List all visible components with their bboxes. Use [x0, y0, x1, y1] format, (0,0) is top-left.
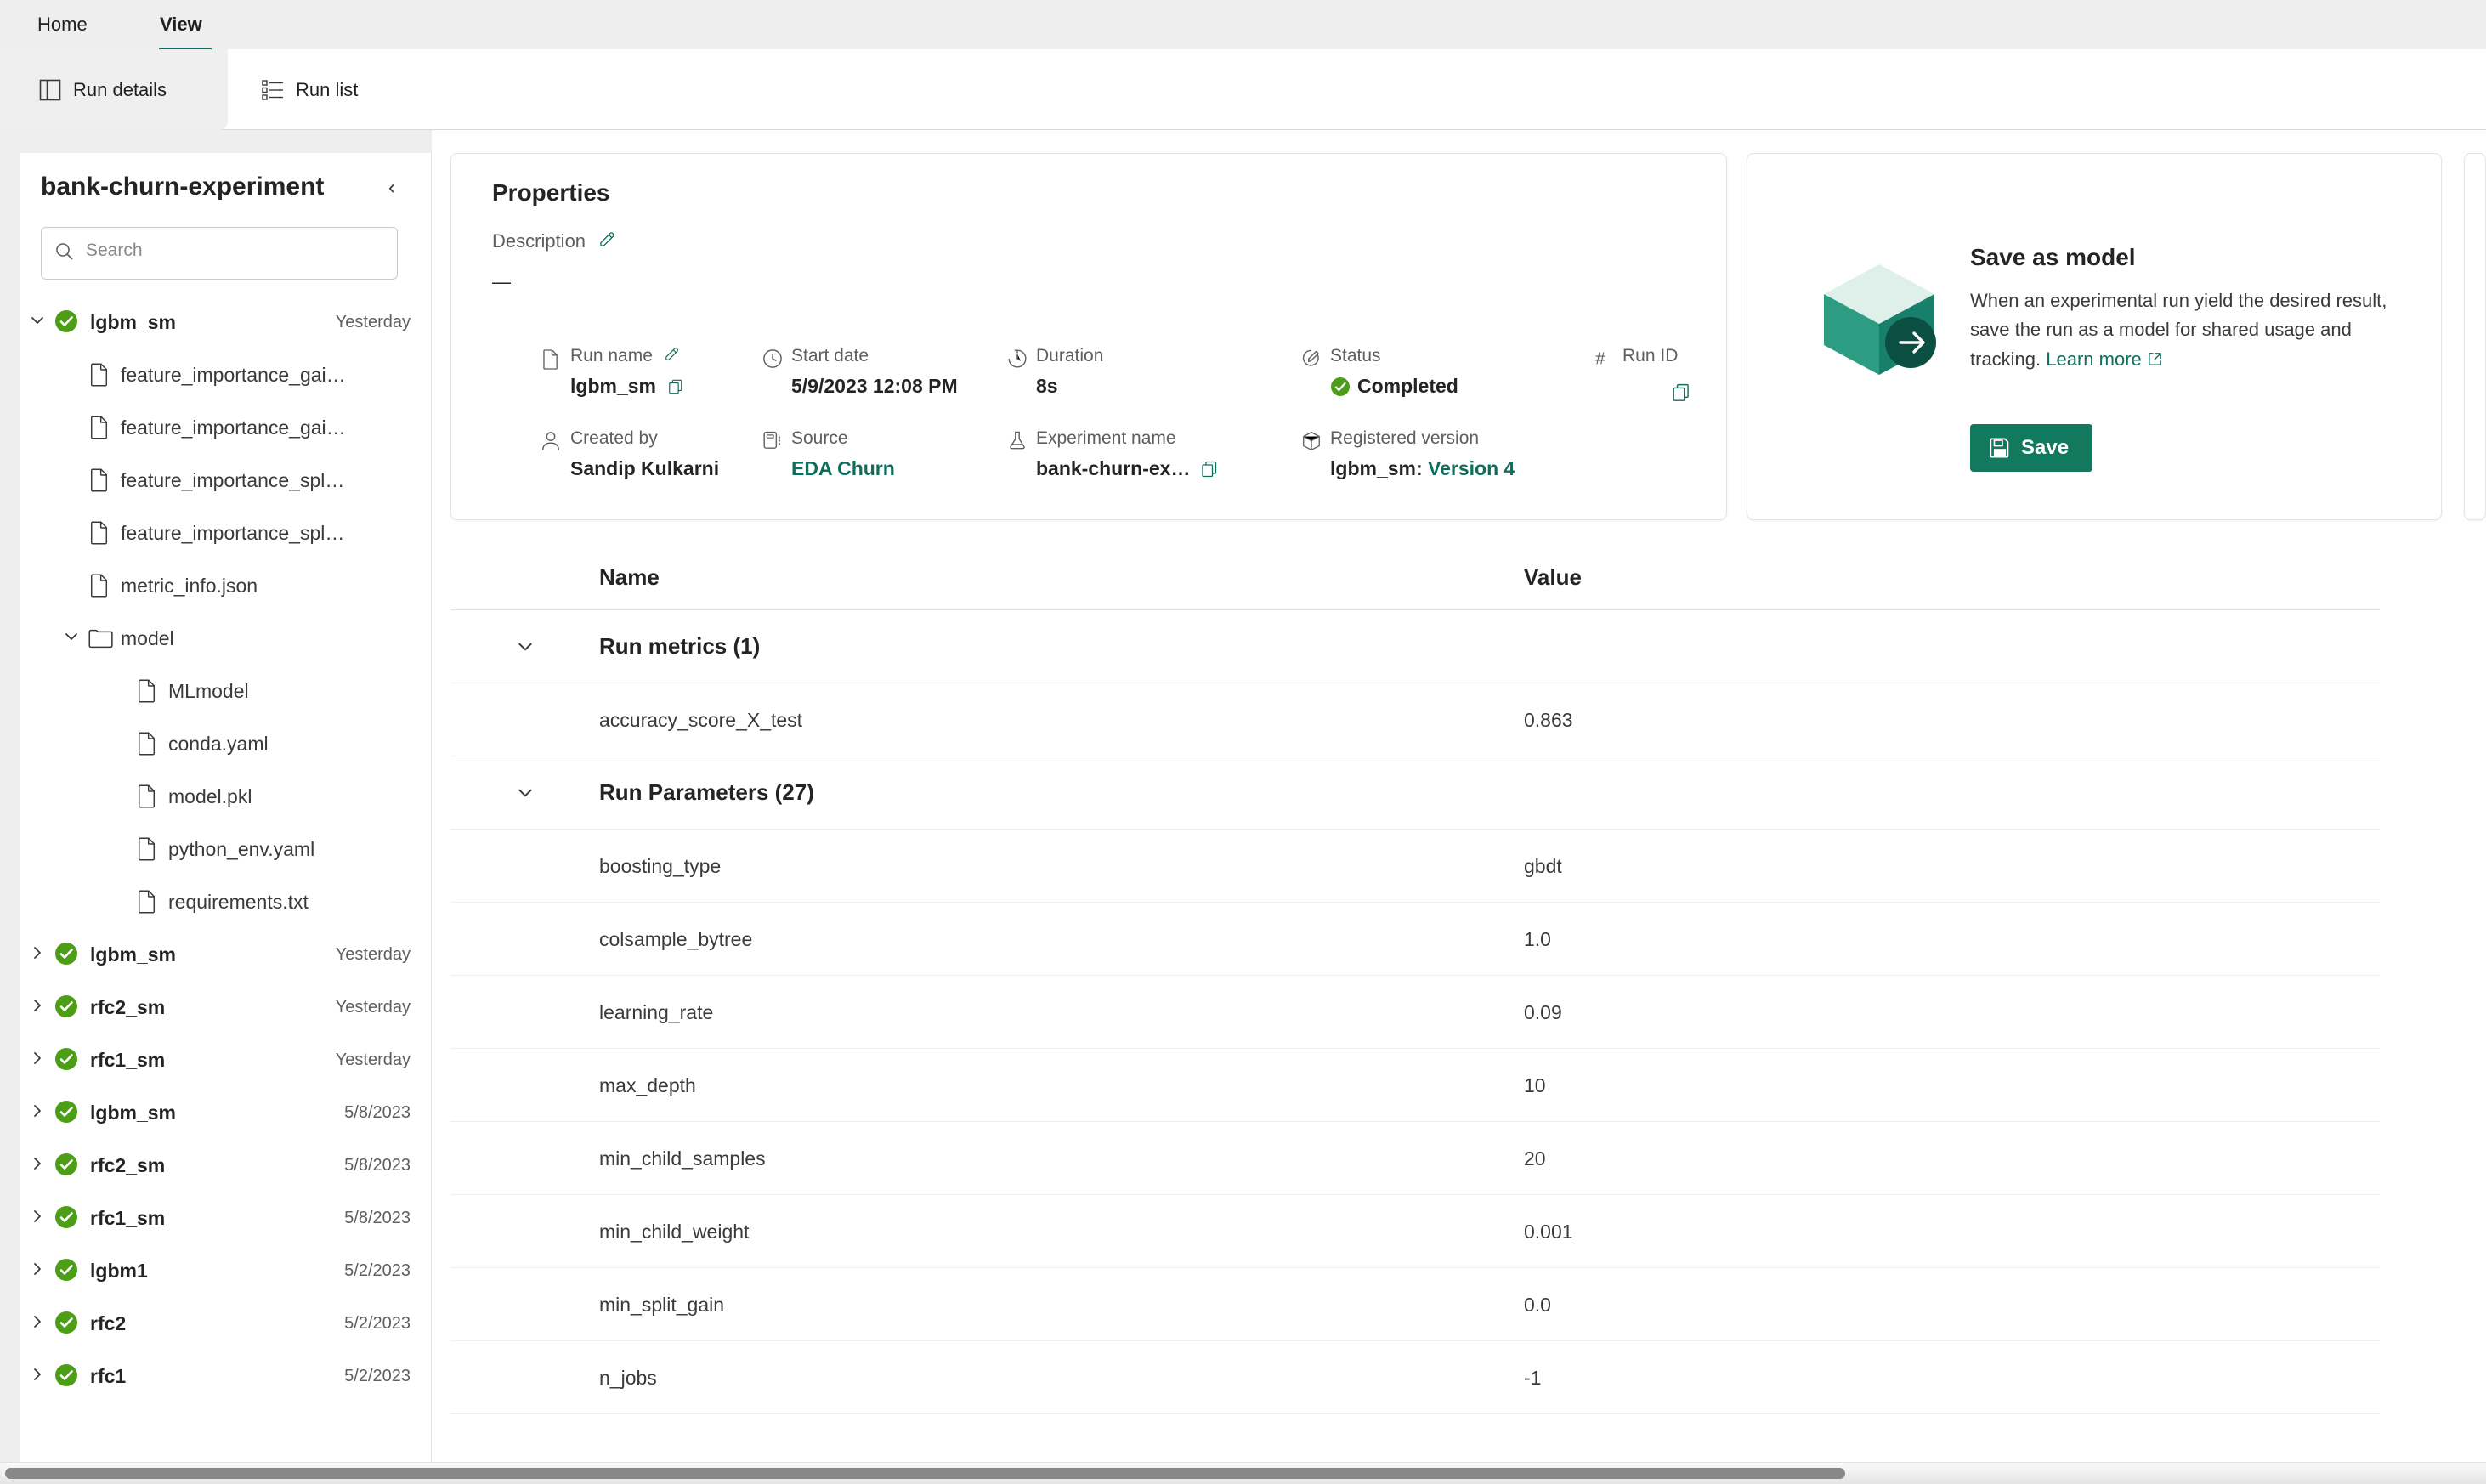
svg-text:#: #	[1595, 349, 1605, 369]
